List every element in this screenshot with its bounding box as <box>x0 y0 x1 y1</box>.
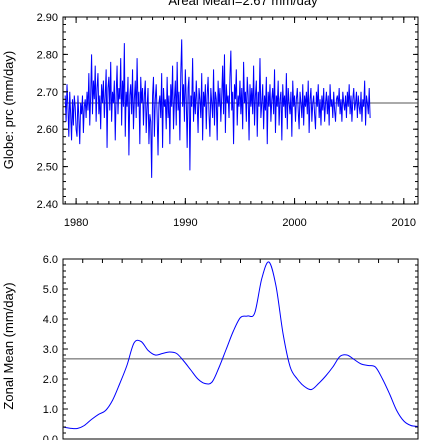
top-plot-frame <box>62 16 419 205</box>
top-y-tick-label: 2.40 <box>37 199 58 211</box>
top-y-tick-label: 2.80 <box>37 49 58 61</box>
bottom-y-tick-label: 1.0 <box>43 404 58 416</box>
top-series-line <box>64 39 371 178</box>
bottom-series-line <box>62 261 419 430</box>
top-x-tick-label: 2000 <box>282 217 306 229</box>
top-x-tick-label: 2010 <box>392 217 416 229</box>
bottom-y-axis-title: Zonal Mean (mm/day) <box>1 282 16 409</box>
top-panel: 2.40 2.50 2.60 2.70 2.80 2.90 1980 1990 2000 2010… <box>1 12 419 229</box>
bottom-ticks: 0.0 1.0 2.0 3.0 4.0 5.0 6.0 <box>43 254 418 440</box>
top-y-tick-label: 2.50 <box>37 162 58 174</box>
top-y-tick-label: 2.70 <box>37 87 58 99</box>
figure-title: Areal Mean=2.67 mm/day <box>168 0 318 8</box>
bottom-panel: 0.0 1.0 2.0 3.0 4.0 5.0 6.0 Zonal Mean (mm/day… <box>1 254 419 440</box>
top-y-axis-title: Globe: prc (mm/day) <box>1 51 16 169</box>
bottom-y-tick-label: 0.0 <box>43 434 58 440</box>
top-ticks: 2.40 2.50 2.60 2.70 2.80 2.90 1980 1990 2000 2010 <box>37 12 418 229</box>
bottom-y-tick-label: 2.0 <box>43 374 58 386</box>
bottom-y-tick-label: 5.0 <box>43 284 58 296</box>
top-y-tick-label: 2.60 <box>37 124 58 136</box>
bottom-y-tick-label: 4.0 <box>43 314 58 326</box>
bottom-y-tick-label: 3.0 <box>43 344 58 356</box>
bottom-y-tick-label: 6.0 <box>43 254 58 266</box>
top-x-tick-label: 1990 <box>173 217 197 229</box>
top-y-tick-label: 2.90 <box>37 12 58 24</box>
bottom-plot-frame <box>62 258 419 440</box>
top-x-tick-label: 1980 <box>64 217 88 229</box>
